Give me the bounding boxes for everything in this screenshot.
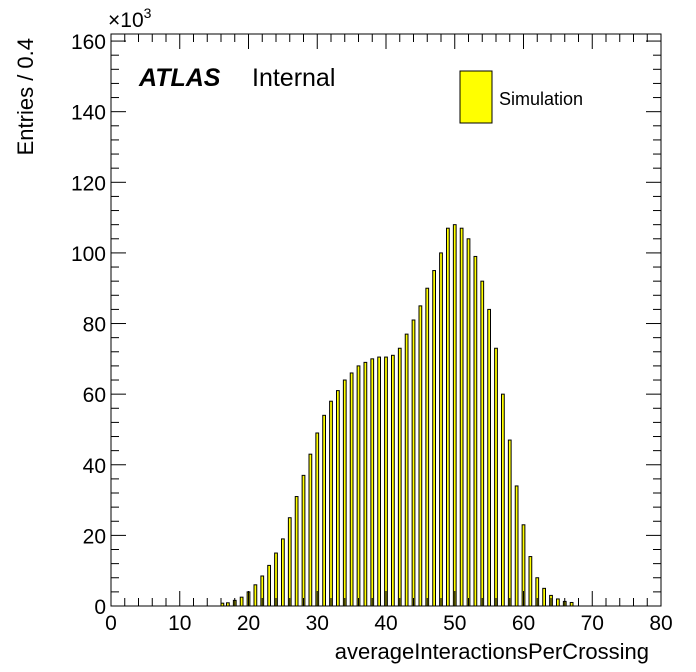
x-tick-label: 60 xyxy=(512,612,535,635)
histogram-bar xyxy=(329,400,333,607)
x-tick-label: 40 xyxy=(374,612,397,635)
histogram-bar xyxy=(287,517,292,607)
histogram-bar xyxy=(384,356,388,607)
histogram-bar xyxy=(542,587,546,607)
y-axis-tick-labels: 0 20 40 60 80 100 120 140 160 xyxy=(71,31,106,619)
histogram-bar xyxy=(569,601,574,607)
y-tick-label: 60 xyxy=(83,384,106,407)
histogram-bar xyxy=(439,252,443,607)
histogram-bar xyxy=(397,347,402,607)
histogram-bar xyxy=(356,365,361,607)
histogram-bar xyxy=(466,238,471,607)
x-tick-label: 10 xyxy=(168,612,191,635)
histogram-bar xyxy=(459,227,464,607)
histogram-bar xyxy=(432,270,436,607)
histogram-bar xyxy=(336,390,340,607)
histogram-bar xyxy=(528,556,533,607)
x-tick-label: 50 xyxy=(443,612,466,635)
histogram-bar xyxy=(349,372,354,607)
histogram-bars xyxy=(220,224,574,607)
y-multiplier-label: ×103 xyxy=(108,5,152,32)
histogram-bar xyxy=(391,354,395,607)
histogram-bar xyxy=(239,596,244,607)
histogram-bar xyxy=(370,358,375,607)
histogram-bar xyxy=(281,538,285,607)
histogram-bar xyxy=(308,453,313,607)
legend-swatch xyxy=(459,70,493,124)
x-axis-title: averageInteractionsPerCrossing xyxy=(335,639,649,664)
histogram-bar xyxy=(322,414,326,607)
histogram-bar xyxy=(253,584,258,607)
x-tick-label: 20 xyxy=(237,612,260,635)
x-axis-tick-labels: 0 10 20 30 40 50 60 70 80 xyxy=(105,612,673,635)
y-tick-label: 40 xyxy=(83,455,106,478)
histogram-bar xyxy=(267,564,271,607)
x-tick-label: 30 xyxy=(306,612,329,635)
histogram-bar xyxy=(418,305,423,607)
histogram-bar xyxy=(404,333,409,607)
y-tick-label: 80 xyxy=(83,314,106,337)
histogram-bar xyxy=(556,598,560,607)
histogram-bar xyxy=(514,485,519,607)
histogram-bar xyxy=(342,379,347,607)
histogram-bar xyxy=(487,308,491,607)
histogram-bar xyxy=(226,602,230,607)
histogram-bar xyxy=(480,280,485,607)
legend-label: Simulation xyxy=(499,89,583,109)
y-axis-title: Entries / 0.4 xyxy=(13,38,38,155)
histogram-bar xyxy=(425,287,430,607)
y-tick-label: 100 xyxy=(71,243,106,266)
histogram-bar xyxy=(494,347,498,607)
x-axis-ticks xyxy=(110,34,662,606)
x-tick-label: 80 xyxy=(649,612,672,635)
histogram-bar xyxy=(363,361,368,607)
histogram-bar xyxy=(473,255,478,607)
histogram-bar xyxy=(452,224,457,607)
y-tick-label: 140 xyxy=(71,102,106,125)
x-tick-label: 70 xyxy=(581,612,604,635)
x-tick-label: 0 xyxy=(105,612,117,635)
histogram-bar xyxy=(411,319,416,607)
histogram-bar xyxy=(501,393,505,607)
histogram-bar xyxy=(301,474,306,607)
histogram-bar xyxy=(377,356,381,607)
y-tick-label: 120 xyxy=(71,172,106,195)
histogram-bar xyxy=(446,227,450,607)
y-tick-label: 20 xyxy=(83,525,106,548)
histogram-bar xyxy=(507,439,512,607)
internal-label: Internal xyxy=(252,64,335,92)
y-axis-ticks xyxy=(111,40,661,607)
atlas-label: ATLAS xyxy=(138,64,221,92)
histogram-bar xyxy=(315,432,320,607)
y-tick-label: 0 xyxy=(94,596,106,619)
y-tick-label: 160 xyxy=(71,31,106,54)
histogram-bar xyxy=(294,496,299,607)
